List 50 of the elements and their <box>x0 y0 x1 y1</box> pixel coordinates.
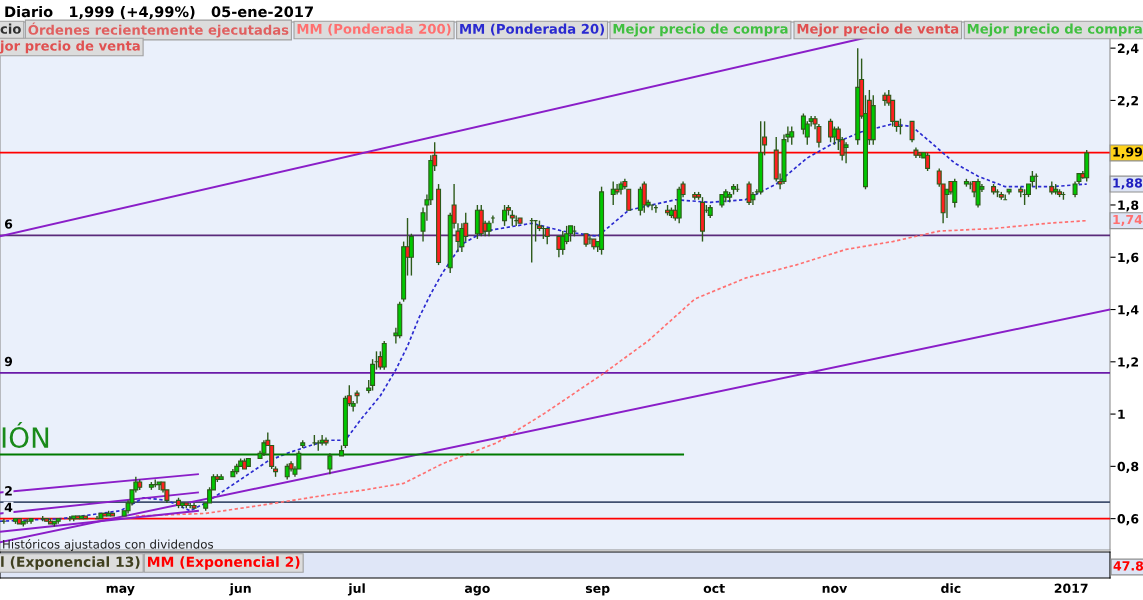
y-tick-label: 0,8 <box>1117 461 1139 473</box>
annotation: Mejor precio de compra <box>967 23 1142 37</box>
y-tick-label: 1,8 <box>1118 200 1139 212</box>
annotation: 1,88 <box>1113 178 1143 190</box>
candlestick <box>789 125 795 146</box>
candlestick <box>828 118 834 143</box>
annotation: jor precio de venta <box>0 40 140 54</box>
annotation: 1,74 <box>1113 214 1143 226</box>
annotation: IÓN <box>2 421 49 449</box>
candlestick <box>626 188 632 211</box>
x-tick-label: jun <box>229 583 251 596</box>
y-tick-label: 1 <box>1118 409 1125 419</box>
y-tick-label: 2,4 <box>1117 43 1139 55</box>
y-tick-label: 1,4 <box>1118 305 1139 317</box>
candlestick <box>381 340 387 371</box>
text: MM (Exponencial 2) <box>148 556 300 570</box>
annotation: Mejor precio de venta <box>797 23 959 37</box>
candlestick <box>843 141 849 164</box>
x-tick-label: ago <box>464 585 490 596</box>
x-tick-label: sep <box>585 585 610 596</box>
line-series <box>135 219 1088 517</box>
candlestick <box>909 120 915 143</box>
annotation: 4 <box>4 502 13 512</box>
text: MM (Ponderada 200) <box>297 23 451 36</box>
text: l (Exponencial 13) <box>1 556 140 570</box>
y-tick-label: 2,2 <box>1117 95 1138 107</box>
candlestick <box>614 183 620 196</box>
y-tick-label: 1,6 <box>1118 252 1139 264</box>
annotation: cio <box>0 23 21 34</box>
chart-title: Diario 1,999 (+4,99%) 05-ene-2017 <box>5 5 313 20</box>
annotation: 6 <box>4 219 13 229</box>
annotation: 9 <box>4 356 13 367</box>
candlestick <box>560 230 566 256</box>
text: MM (Ponderada 20) <box>460 23 605 36</box>
annotation: 2 <box>5 486 12 496</box>
annotation: Históricos ajustados con dividendos <box>3 539 214 551</box>
x-tick-label: may <box>106 585 135 596</box>
candlestick <box>327 452 333 475</box>
candlestick <box>354 389 360 405</box>
x-tick-label: 2017 <box>1054 583 1088 594</box>
y-tick-label: 0,6 <box>1117 514 1139 526</box>
annotation: Mejor precio de compra <box>613 23 788 37</box>
annotation: 1,99 <box>1113 147 1143 159</box>
x-tick-label: oct <box>703 584 725 594</box>
x-tick-label: jul <box>347 583 365 596</box>
text: 47.8 <box>1113 561 1143 571</box>
y-tick-label: 1,2 <box>1118 357 1138 369</box>
x-tick-label: dic <box>941 583 961 594</box>
x-tick-label: nov <box>822 585 848 594</box>
annotation: Órdenes recientemente ejecutadas <box>28 22 289 38</box>
